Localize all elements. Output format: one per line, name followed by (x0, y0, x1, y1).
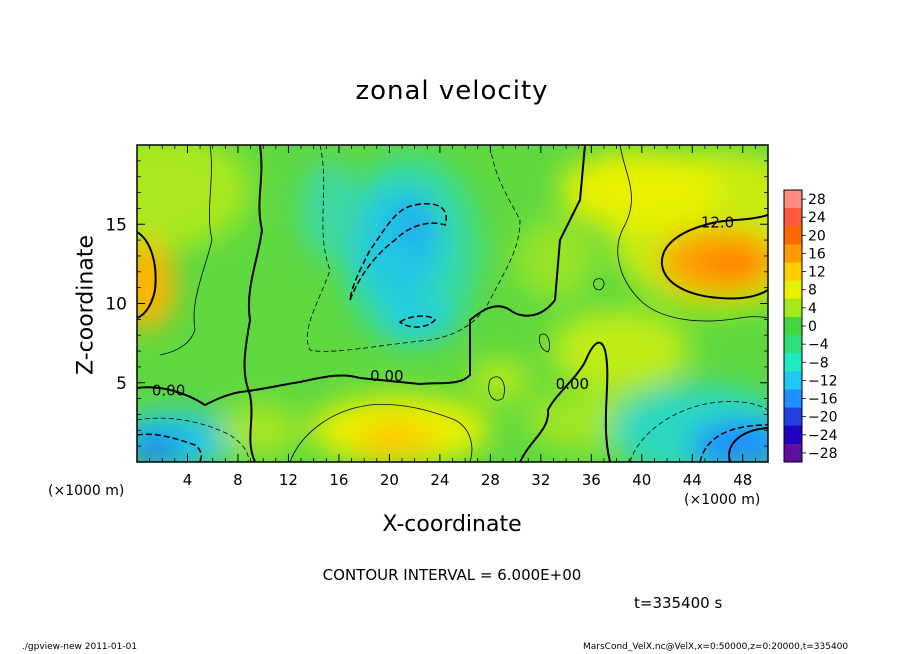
contour-twelve-right (660, 214, 768, 300)
contour-twelve-left (137, 231, 157, 319)
x-unit-right: (×1000 m) (684, 492, 761, 508)
contour-minus-twelve-small (398, 315, 436, 328)
contour-bottom-right-closed (728, 427, 768, 462)
x-tick-label: 4 (183, 471, 193, 489)
contour-six-b (617, 145, 768, 322)
colorbar-swatch (784, 298, 802, 318)
colorbar-swatch (784, 190, 802, 209)
contour-zero-mid (243, 145, 264, 462)
x-tick-label: 8 (233, 471, 243, 489)
y-tick-label: 5 (116, 374, 127, 394)
colorbar-label: 12 (808, 265, 826, 281)
colorbar-label: 20 (808, 228, 826, 244)
x-tick-label: 48 (733, 471, 752, 489)
footer-left: ./gpview-new 2011-01-01 (22, 642, 138, 652)
colorbar-swatch (784, 407, 802, 427)
colorbar-swatch (784, 280, 802, 300)
contour-minus-bottom-right (629, 401, 768, 462)
colorbar-label: −16 (808, 392, 838, 408)
contour-label: 0.00 (370, 367, 403, 385)
contour-zero-right (519, 341, 611, 462)
contour-six-c (289, 404, 473, 462)
x-tick-label: 44 (683, 471, 702, 489)
colorbar-swatch (784, 425, 802, 445)
contour-minus-twelve (349, 203, 447, 301)
colorbar-label: −28 (808, 446, 838, 462)
colorbar-swatch (784, 226, 802, 245)
x-tick-label: 20 (380, 471, 399, 489)
contour-six-d (488, 376, 505, 401)
x-tick-label: 36 (582, 471, 601, 489)
x-tick-label: 16 (329, 471, 348, 489)
contour-six-e (593, 278, 605, 291)
colorbar-label: 0 (808, 319, 817, 335)
colorbar-label: 28 (808, 192, 826, 208)
colorbar: 28 24 20 16 12 8 4 0 −4 −8 −12 −16 −20 −24 −28 (783, 189, 838, 463)
contour-six-a (159, 145, 213, 356)
contour-label: 0.00 (152, 381, 185, 399)
y-axis-ticks: 5 10 15 (105, 160, 768, 447)
colorbar-swatch (784, 353, 802, 372)
x-tick-label: 12 (279, 471, 298, 489)
contour-interval: CONTOUR INTERVAL = 6.000E+00 (322, 566, 582, 584)
time-stamp: t=335400 s (634, 594, 723, 612)
contour-label: 12.0 (701, 213, 734, 231)
x-tick-label: 28 (481, 471, 500, 489)
colorbar-label: 8 (808, 283, 817, 299)
y-axis-label: Z-coordinate (73, 235, 99, 375)
colorbar-swatch (784, 371, 802, 390)
footer-right: MarsCond_VelX.nc@VelX,x=0:50000,z=0:2000… (583, 642, 849, 652)
colorbar-label: −4 (808, 337, 829, 353)
colorbar-label: −24 (808, 428, 838, 444)
colorbar-label: −12 (808, 373, 838, 389)
x-tick-label: 24 (430, 471, 449, 489)
colorbar-label: 16 (808, 246, 826, 262)
x-axis-ticks: 4 8 12 16 20 24 28 32 36 40 44 48 (149, 145, 756, 489)
x-tick-label: 40 (632, 471, 651, 489)
contour-minus-bottom-left (137, 433, 202, 462)
colorbar-swatch (784, 262, 802, 282)
colorbar-label: −20 (808, 410, 838, 426)
colorbar-label: 4 (808, 301, 817, 317)
colorbar-swatch (784, 316, 802, 336)
colorbar-swatch (784, 335, 802, 354)
contour-six-f (539, 333, 550, 353)
colorbar-swatch (784, 244, 802, 264)
velocity-field (137, 145, 768, 462)
x-unit-left: (×1000 m) (48, 483, 125, 499)
colorbar-swatch (784, 443, 802, 463)
y-tick-label: 15 (105, 215, 127, 235)
contour-zero-left (137, 145, 586, 407)
y-tick-label: 10 (105, 295, 127, 315)
colorbar-swatch (784, 389, 802, 409)
contour-minus-six (306, 145, 521, 352)
x-axis-label: X-coordinate (382, 512, 522, 537)
colorbar-label: −8 (808, 355, 829, 371)
x-tick-label: 32 (531, 471, 550, 489)
colorbar-swatch (784, 208, 802, 227)
contour-lines (137, 145, 768, 462)
contour-minus-left-bottom-thin (137, 417, 249, 462)
contour-label: 0.00 (556, 375, 589, 393)
colorbar-label: 24 (808, 210, 826, 226)
contour-labels: 0.00 0.00 0.00 12.0 (152, 213, 734, 399)
chart-title: zonal velocity (355, 76, 549, 106)
